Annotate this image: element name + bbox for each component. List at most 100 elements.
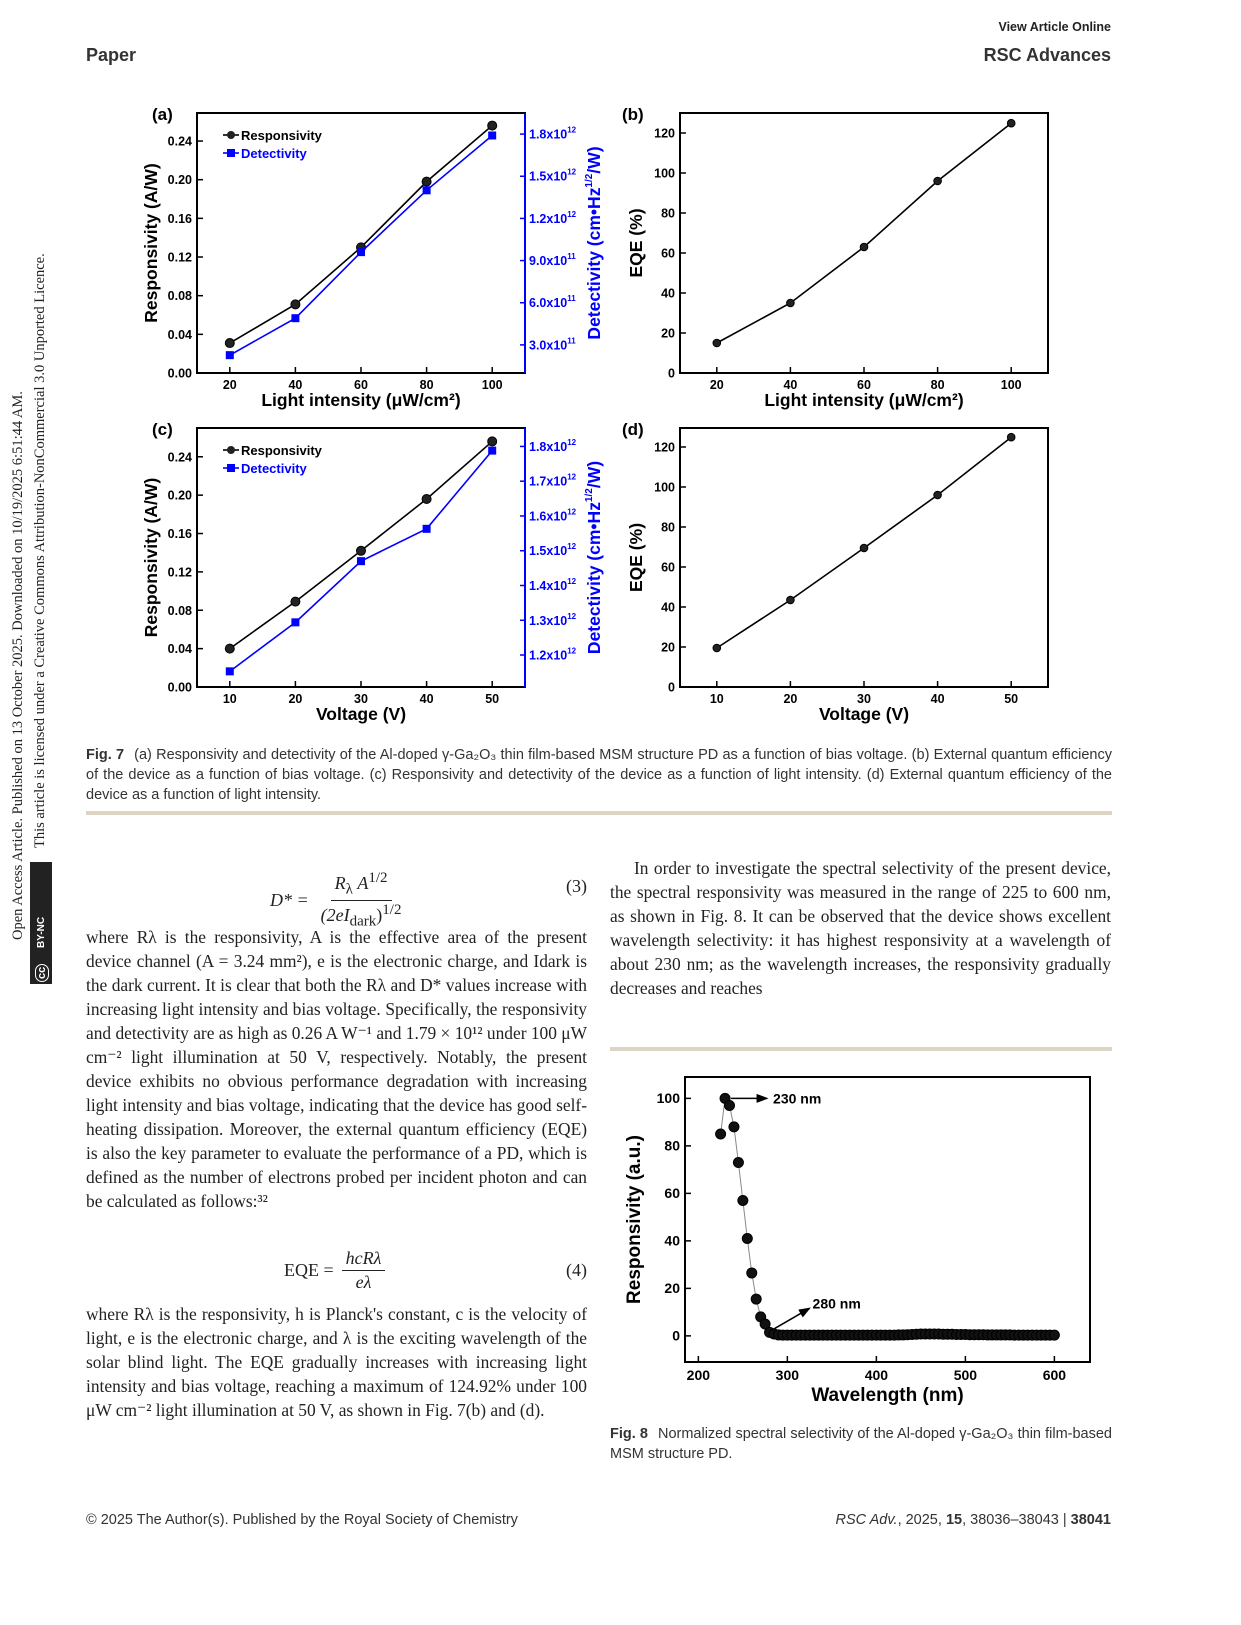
- y2-tick-label: 6.0x1011: [529, 294, 576, 310]
- x-tick-label: 50: [1004, 692, 1018, 706]
- data-point: [291, 618, 300, 627]
- y2-tick-exp: 11: [567, 252, 576, 261]
- volume: 15: [945, 1512, 963, 1528]
- x-tick-label: 10: [223, 692, 237, 706]
- data-point: [422, 524, 431, 533]
- view-article-online-link[interactable]: View Article Online: [998, 20, 1111, 34]
- x-tick-label: 30: [354, 692, 368, 706]
- series-line-eqe: [716, 122, 1012, 344]
- y-tick-label: 20: [661, 641, 675, 655]
- journal-name: RSC Advances: [983, 45, 1111, 65]
- y2-tick-label: 1.4x1012: [529, 577, 577, 593]
- annotation-label: 280 nm: [813, 1295, 861, 1311]
- data-point: [487, 436, 498, 447]
- eq3-r: R: [334, 873, 346, 893]
- panel-label: (d): [622, 420, 644, 439]
- data-point: [737, 1195, 749, 1206]
- y2-tick-label: 1.8x1012: [529, 126, 577, 142]
- legend-marker: [227, 464, 235, 472]
- y-tick-label: 0.00: [168, 681, 192, 695]
- paragraph-right: In order to investigate the spectral sel…: [610, 858, 1111, 998]
- legend-marker: [227, 446, 235, 454]
- y-tick-label: 60: [661, 561, 675, 575]
- fig7-caption-label: Fig. 7: [86, 747, 125, 763]
- cc-licence-badge[interactable]: cc BY-NC: [30, 862, 52, 984]
- x-tick-label: 20: [710, 378, 724, 392]
- legend-label: Responsivity: [241, 443, 323, 458]
- y-tick-label: 0.08: [168, 289, 192, 303]
- data-point: [859, 242, 869, 252]
- x-axis-title: Light intensity (μW/cm²): [261, 390, 460, 410]
- y-axis-title: Responsivity (A/W): [141, 163, 161, 322]
- x-tick-label: 20: [783, 692, 797, 706]
- annotation-label: 230 nm: [773, 1090, 821, 1106]
- eq3-a: A: [352, 873, 369, 893]
- y-tick-label: 0.12: [168, 251, 192, 265]
- data-point: [291, 314, 300, 323]
- data-point: [724, 1100, 736, 1111]
- y2-tick-base: 1.2x10: [529, 649, 567, 663]
- y-tick-label: 0.04: [168, 328, 192, 342]
- page-number: 38041: [1070, 1512, 1111, 1528]
- x-tick-label: 40: [783, 378, 797, 392]
- y2-tick-exp: 12: [567, 473, 576, 482]
- panel-label: (b): [622, 105, 644, 124]
- y2-tick-exp: 12: [567, 612, 576, 621]
- data-point: [728, 1121, 740, 1133]
- y2-tick-label: 1.5x1012: [529, 168, 577, 184]
- y2-title-sup: 1/2: [584, 488, 595, 502]
- data-point: [750, 1293, 762, 1305]
- y-tick-label: 0.20: [168, 489, 192, 503]
- y2-tick-exp: 12: [567, 438, 576, 447]
- year: , 2025,: [897, 1512, 946, 1528]
- data-point: [759, 1318, 771, 1330]
- divider: [86, 811, 1112, 815]
- legend-label: Responsivity: [241, 128, 323, 143]
- data-point: [488, 446, 497, 455]
- equation-4: EQE = hcRλ eλ (4): [86, 1244, 587, 1300]
- y2-tick-base: 1.3x10: [529, 614, 567, 628]
- y-tick-label: 0: [668, 367, 675, 381]
- data-point: [1006, 432, 1016, 442]
- y2-tick-base: 1.8x10: [529, 128, 567, 142]
- y-tick-label: 0.08: [168, 604, 192, 618]
- y-tick-label: 0: [668, 681, 675, 695]
- series-line: [720, 1096, 1055, 1336]
- y2-tick-base: 1.7x10: [529, 475, 567, 489]
- y2-axis-title: Detectivity (cm•Hz1/2/W): [584, 146, 604, 339]
- data-point: [357, 248, 365, 257]
- y2-tick-label: 3.0x1011: [529, 336, 576, 352]
- y2-tick-exp: 12: [567, 542, 576, 551]
- y2-tick-exp: 12: [567, 168, 576, 177]
- eq4-den: eλ: [355, 1272, 372, 1292]
- x-tick-label: 40: [288, 378, 302, 392]
- eq3-lhs: D* =: [270, 889, 309, 910]
- data-point: [1048, 1329, 1060, 1341]
- series-line-eqe: [716, 436, 1012, 649]
- y-tick-label: 0.24: [168, 450, 192, 464]
- x-tick-label: 80: [420, 378, 434, 392]
- y-tick-label: 0.16: [168, 212, 192, 226]
- x-tick-label: 100: [1001, 378, 1022, 392]
- y2-title-post: /W): [584, 461, 604, 488]
- data-point: [712, 338, 722, 348]
- y-tick-label: 0.12: [168, 565, 192, 579]
- y2-tick-exp: 12: [567, 126, 576, 135]
- data-point: [421, 176, 432, 187]
- y2-tick-label: 1.8x1012: [529, 438, 577, 454]
- x-tick-label: 300: [776, 1367, 800, 1383]
- data-point: [488, 131, 497, 140]
- eq3-dark: dark: [349, 913, 377, 930]
- y2-tick-base: 1.2x10: [529, 212, 567, 226]
- annotation-arrow: [771, 1307, 811, 1331]
- y2-tick-base: 1.6x10: [529, 509, 567, 523]
- y2-tick-label: 9.0x1011: [529, 252, 576, 268]
- data-point: [290, 299, 301, 310]
- x-tick-label: 20: [288, 692, 302, 706]
- x-tick-label: 100: [482, 378, 503, 392]
- y2-title-sup: 1/2: [584, 173, 595, 187]
- plot-frame: [679, 427, 1049, 688]
- eq4-num: hcRλ: [341, 1248, 386, 1271]
- y-tick-label: 80: [664, 1137, 680, 1153]
- y-tick-label: 60: [661, 247, 675, 261]
